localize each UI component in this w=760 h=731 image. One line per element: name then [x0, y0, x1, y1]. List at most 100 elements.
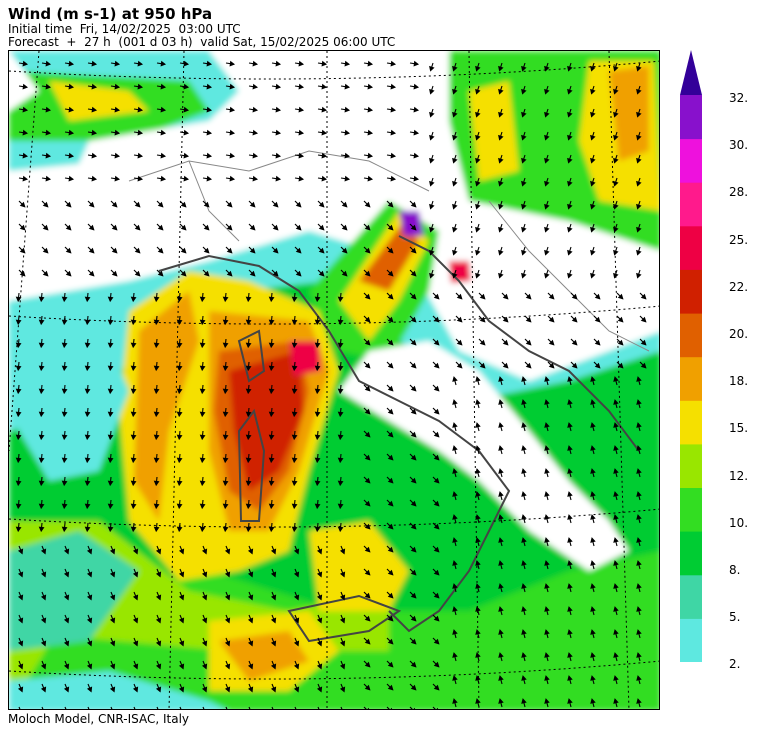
wind-arrow-head — [410, 684, 417, 691]
wind-arrow-head — [160, 175, 167, 182]
wind-arrow-head — [109, 594, 116, 601]
wind-arrow-head — [390, 83, 397, 90]
wind-arrow-head — [222, 388, 229, 395]
wind-arrow-head — [567, 226, 573, 233]
wind-arrow-head — [153, 503, 160, 510]
wind-arrow-head — [134, 224, 141, 231]
wind-arrow-head — [452, 698, 458, 704]
wind-arrow-head — [183, 83, 190, 90]
wind-arrow-head — [387, 385, 394, 392]
wind-arrow-head — [316, 594, 323, 601]
wind-arrow-head — [38, 480, 45, 487]
colorbar-segment — [680, 443, 702, 488]
wind-arrow-head — [387, 431, 394, 438]
wind-arrow-head — [613, 203, 619, 210]
wind-arrow-head — [410, 339, 417, 346]
wind-arrow-head — [390, 129, 397, 136]
wind-arrow-head — [199, 457, 206, 464]
wind-arrow-head — [206, 129, 213, 136]
wind-arrow-head — [387, 546, 394, 553]
wind-arrow-head — [613, 226, 619, 233]
wind-arrow — [340, 706, 343, 709]
wind-arrow-head — [245, 503, 252, 510]
wind-arrow-head — [567, 583, 573, 589]
wind-arrow-head — [567, 111, 573, 118]
wind-arrow-head — [410, 523, 417, 530]
wind-arrow-head — [155, 548, 162, 555]
wind-arrow-head — [38, 503, 45, 510]
wind-arrow-head — [590, 203, 596, 210]
colorbar-segment — [680, 574, 702, 619]
wind-arrow-head — [91, 175, 98, 182]
wind-arrow-head — [410, 569, 417, 576]
colorbar — [680, 50, 702, 663]
wind-arrow-head — [567, 65, 573, 72]
wind-arrow-head — [68, 152, 75, 159]
wind-arrow-head — [68, 60, 75, 67]
wind-arrow-head — [613, 180, 619, 187]
wind-arrow-head — [84, 296, 91, 303]
wind-arrow-head — [413, 106, 420, 113]
wind-arrow-head — [252, 106, 259, 113]
wind-arrow-head — [613, 537, 619, 543]
wind-arrow — [409, 706, 413, 709]
wind-arrow-head — [475, 376, 481, 382]
wind-arrow-head — [42, 224, 49, 231]
wind-arrow-head — [475, 468, 481, 474]
wind-arrow-head — [502, 362, 509, 369]
wind-arrow-head — [567, 514, 573, 520]
wind-arrow-head — [544, 698, 550, 704]
wind-arrow-head — [433, 293, 440, 300]
wind-arrow-head — [65, 247, 72, 254]
wind-arrow-head — [40, 594, 47, 601]
wind-arrow-head — [617, 293, 624, 300]
wind-arrow-head — [613, 629, 619, 635]
wind-arrow-head — [364, 500, 371, 507]
wind-arrow-head — [636, 468, 642, 474]
wind-arrow-head — [160, 152, 167, 159]
wind-arrow-head — [111, 270, 118, 277]
wind-arrow-head — [201, 548, 208, 555]
wind-arrow-head — [153, 342, 160, 349]
wind-arrow-head — [590, 514, 596, 520]
wind-arrow-head — [429, 272, 435, 279]
wind-arrow-head — [456, 339, 463, 346]
wind-arrow-head — [245, 480, 252, 487]
wind-arrow-head — [61, 526, 68, 533]
colorbar-segment — [680, 487, 702, 532]
wind-arrow-head — [275, 60, 282, 67]
wind-arrow-head — [590, 560, 596, 566]
wind-arrow-head — [45, 83, 52, 90]
wind-arrow-head — [222, 319, 229, 326]
wind-arrow-head — [590, 583, 596, 589]
colorbar-label: 12. — [729, 468, 749, 483]
wind-arrow-head — [245, 388, 252, 395]
initial-time: Initial time Fri, 14/02/2025 03:00 UTC — [8, 22, 241, 36]
wind-arrow-head — [222, 296, 229, 303]
wind-arrow-head — [452, 560, 458, 566]
wind-arrow-head — [452, 376, 458, 382]
wind-arrow-head — [19, 201, 26, 208]
wind-arrow-head — [617, 362, 624, 369]
wind-arrow-head — [272, 201, 279, 208]
wind-arrow-head — [180, 247, 187, 254]
wind-arrow-head — [521, 514, 527, 520]
wind-arrow-head — [544, 629, 550, 635]
wind-arrow-head — [571, 362, 578, 369]
wind-arrow-head — [153, 296, 160, 303]
wind-arrow-head — [410, 500, 417, 507]
wind-arrow-head — [291, 457, 298, 464]
wind-arrow-head — [291, 411, 298, 418]
wind-arrow-head — [130, 480, 137, 487]
wind-arrow-head — [15, 457, 22, 464]
wind-arrow-head — [17, 640, 24, 647]
wind-arrow-head — [199, 342, 206, 349]
wind-arrow-head — [433, 408, 440, 415]
colorbar-label: 10. — [729, 515, 749, 530]
wind-arrow-head — [452, 249, 458, 256]
wind-arrow-head — [387, 615, 394, 622]
wind-arrow-head — [38, 342, 45, 349]
wind-arrow-head — [544, 111, 550, 118]
wind-arrow-head — [452, 272, 458, 279]
wind-arrow-head — [183, 152, 190, 159]
